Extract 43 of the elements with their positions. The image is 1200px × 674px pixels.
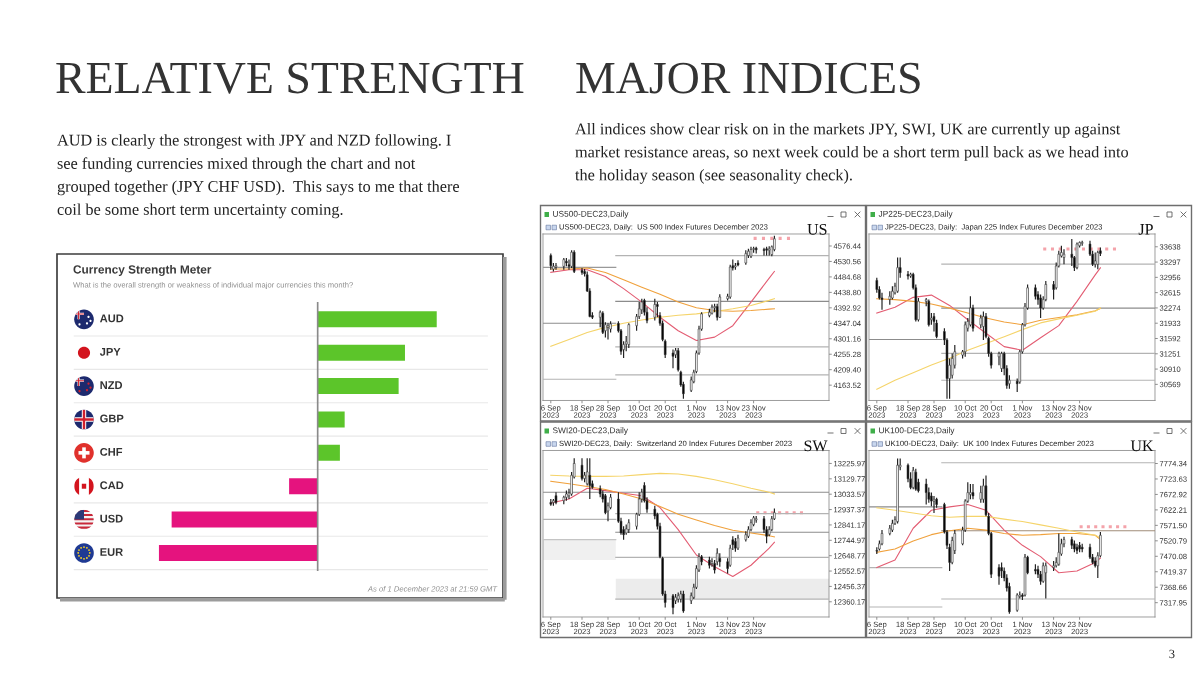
line-series <box>876 307 1101 390</box>
bar <box>289 478 318 495</box>
line-series <box>550 472 775 495</box>
line-series <box>876 527 1101 553</box>
bar <box>317 411 345 428</box>
y-tick-label: GBP <box>100 414 124 423</box>
candlestick <box>1044 561 1048 599</box>
annotation: US <box>807 224 827 235</box>
y-tick-label: NZD <box>100 381 123 389</box>
bar <box>171 511 318 528</box>
annotation: UK <box>1130 440 1154 452</box>
candlestick <box>718 293 722 319</box>
chart-title: Currency Strength Meter <box>73 264 212 277</box>
y-tick-label: EUR <box>100 548 123 556</box>
bar <box>317 378 399 395</box>
chart-title: JP225-DEC23,Daily <box>878 210 953 219</box>
candlestick <box>1062 248 1066 265</box>
y-tick-label: USD <box>100 514 123 523</box>
bar <box>158 544 318 561</box>
chart-title: UK100-DEC23,Daily <box>879 427 955 435</box>
bar <box>317 311 437 328</box>
text: AUD is clearly the strongest with JPY and NZD following. I see funding currencies mixed through the chart and not grouped together (JPY CHF USD). This says to me that there coil be some short term uncertainty coming. <box>57 134 460 219</box>
annotation: JP <box>1138 224 1153 235</box>
chart-title: SWI20-DEC23,Daily <box>552 427 628 435</box>
chart-title: US500-DEC23,Daily <box>553 210 629 219</box>
line-series <box>550 269 775 342</box>
text: 3 <box>1169 649 1175 659</box>
line-series <box>876 267 1101 351</box>
text: All indices show clear risk on in the markets JPY, SWI, UK are currently up against market resistance areas, so next week could be a short term pull back as we head into the holiday season (see seasonality check). <box>575 123 1129 184</box>
line-series <box>876 503 1101 574</box>
y-tick-label: CAD <box>100 481 124 490</box>
y-tick-label: CHF <box>100 447 123 456</box>
y-tick-label: JPY <box>99 347 121 356</box>
candlestick <box>627 322 631 349</box>
line-series <box>550 298 775 347</box>
annotation: SW <box>804 440 828 452</box>
text: MAJOR INDICES <box>576 62 920 94</box>
bar <box>317 344 405 361</box>
text: RELATIVE STRENGTH <box>56 62 524 94</box>
candlestick <box>1000 351 1003 373</box>
line-series <box>876 507 1101 539</box>
bar <box>317 444 340 461</box>
y-tick-label: AUD <box>99 314 124 323</box>
